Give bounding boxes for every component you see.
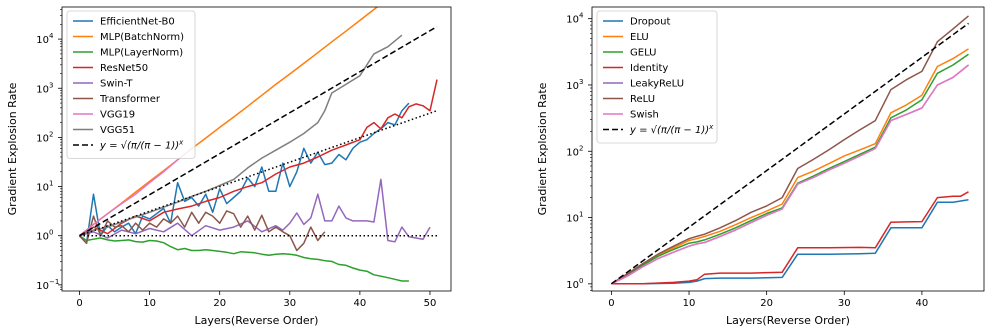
series-line-2 bbox=[79, 235, 409, 282]
series-line-5 bbox=[611, 15, 969, 285]
y-tick-exponent: 1 bbox=[579, 211, 583, 219]
y-tick-label: 10 bbox=[566, 280, 579, 291]
y-tick-label: 10 bbox=[566, 214, 579, 225]
y-tick-exponent: 3 bbox=[49, 81, 53, 89]
x-tick-label: 50 bbox=[424, 298, 437, 309]
y-tick-label: 10 bbox=[566, 15, 579, 26]
y-tick-exponent: 1 bbox=[49, 180, 53, 188]
legend-label-3: ResNet50 bbox=[100, 63, 148, 74]
series-line-4 bbox=[79, 178, 431, 243]
x-tick-label: 10 bbox=[143, 298, 156, 309]
legend-label-7: y = √(π/(π − 1))x bbox=[629, 123, 714, 136]
y-tick-exponent: 2 bbox=[579, 144, 583, 152]
y-tick-label: 10 bbox=[566, 81, 579, 92]
legend-label-4: Swin-T bbox=[100, 79, 133, 90]
y-tick-label: 10 bbox=[36, 183, 49, 194]
y-axis-label: Gradient Explosion Rate bbox=[536, 82, 549, 215]
x-tick-label: 40 bbox=[916, 298, 929, 309]
x-tick-label: 30 bbox=[838, 298, 851, 309]
legend-label-5: ReLU bbox=[630, 94, 655, 105]
legend-label-6: VGG19 bbox=[100, 110, 135, 121]
x-tick-label: 0 bbox=[76, 298, 82, 309]
y-tick-exponent: 0 bbox=[579, 277, 583, 285]
legend-label-exponent: x bbox=[178, 139, 184, 147]
legend-label-1: MLP(BatchNorm) bbox=[100, 32, 184, 43]
x-tick-label: 20 bbox=[760, 298, 773, 309]
legend-label-1: ELU bbox=[630, 32, 649, 43]
legend-label-8: y = √(π/(π − 1))x bbox=[99, 139, 184, 152]
legend-label-0: EfficientNet-B0 bbox=[100, 17, 175, 28]
y-tick-exponent: −1 bbox=[49, 278, 59, 286]
series-line-3 bbox=[611, 191, 969, 285]
series-line-8 bbox=[79, 25, 438, 237]
y-tick-exponent: 2 bbox=[49, 130, 53, 138]
legend-box bbox=[596, 10, 718, 144]
y-tick-exponent: 4 bbox=[579, 12, 584, 20]
legend-label-6: Swish bbox=[630, 110, 659, 121]
series-line-6 bbox=[79, 147, 193, 237]
x-tick-label: 10 bbox=[683, 298, 696, 309]
legend-label-exponent: x bbox=[708, 123, 714, 131]
legend: EfficientNet-B0 MLP(BatchNorm) MLP(LayerNo… bbox=[66, 10, 196, 159]
series-line-1 bbox=[79, 7, 379, 237]
y-tick-label: 10 bbox=[36, 133, 49, 144]
y-tick-exponent: 4 bbox=[49, 32, 54, 40]
y-tick-label: 10 bbox=[36, 232, 49, 243]
series-line-5 bbox=[78, 210, 326, 252]
y-tick-label: 10 bbox=[36, 281, 49, 292]
plot-lines bbox=[610, 15, 969, 285]
x-tick-label: 20 bbox=[213, 298, 226, 309]
legend-label-0: Dropout bbox=[630, 17, 671, 28]
legend-label-2: MLP(LayerNorm) bbox=[100, 48, 183, 59]
series-line-0 bbox=[611, 199, 969, 285]
plot-frame bbox=[591, 6, 985, 292]
y-tick-exponent: 0 bbox=[49, 229, 53, 237]
series-line-6 bbox=[611, 64, 969, 285]
series-line-3 bbox=[79, 79, 438, 237]
y-axis-label: Gradient Explosion Rate bbox=[6, 82, 19, 215]
y-tick-exponent: 3 bbox=[579, 78, 583, 86]
series-line-7 bbox=[79, 34, 403, 237]
legend-label-3: Identity bbox=[630, 63, 668, 74]
legend-box bbox=[66, 10, 196, 159]
plot-lines bbox=[78, 7, 438, 282]
legend: Dropout ELU GELU Identity LeakyReLU ReLU Swish… bbox=[596, 10, 718, 144]
x-tick-label: 30 bbox=[283, 298, 296, 309]
x-axis-label: Layers(Reverse Order) bbox=[726, 314, 850, 327]
x-axis-label: Layers(Reverse Order) bbox=[195, 314, 319, 327]
series-line-0 bbox=[78, 102, 410, 245]
y-tick-label: 10 bbox=[566, 147, 579, 158]
legend-label-2: GELU bbox=[630, 48, 656, 59]
y-tick-label: 10 bbox=[36, 35, 49, 46]
x-tick-label: 40 bbox=[354, 298, 367, 309]
plot-frame bbox=[61, 6, 452, 292]
y-tick-label: 10 bbox=[36, 84, 49, 95]
legend-label-7: VGG51 bbox=[100, 125, 135, 136]
series-line-7 bbox=[610, 22, 969, 285]
series-line-9 bbox=[79, 109, 438, 237]
x-tick-label: 0 bbox=[608, 298, 614, 309]
legend-label-4: LeakyReLU bbox=[630, 79, 684, 90]
legend-label-5: Transformer bbox=[99, 94, 161, 105]
series-line-1 bbox=[611, 48, 969, 285]
